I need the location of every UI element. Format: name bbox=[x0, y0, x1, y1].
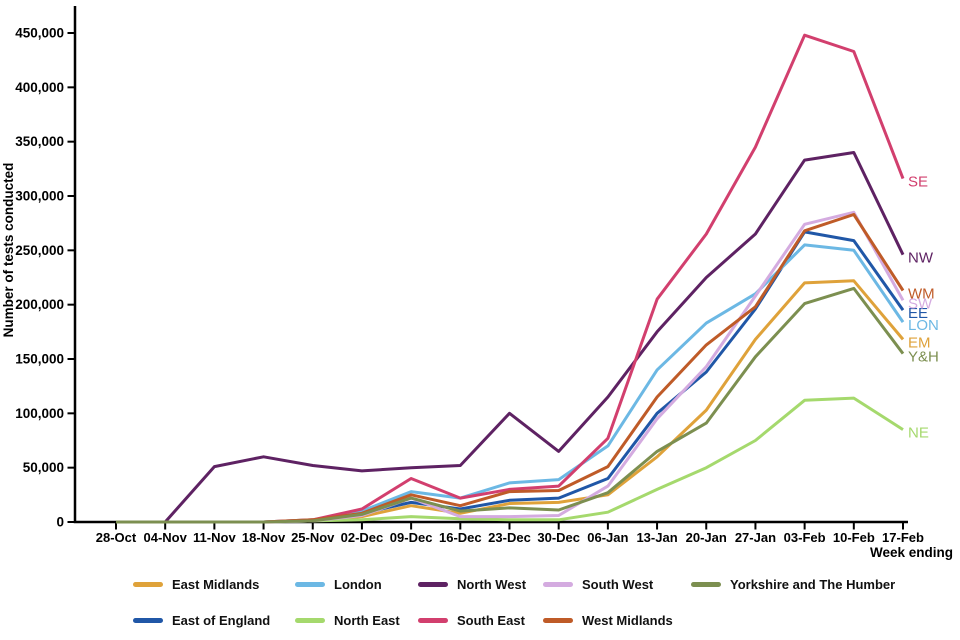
x-tick-label: 04-Nov bbox=[144, 530, 188, 545]
y-tick-label: 0 bbox=[56, 515, 64, 530]
x-tick-label: 30-Dec bbox=[537, 530, 580, 545]
series-end-label-ne: NE bbox=[908, 425, 929, 442]
series-end-label-lon: LON bbox=[908, 317, 939, 334]
x-tick-label: 25-Nov bbox=[291, 530, 335, 545]
y-tick-label: 50,000 bbox=[23, 460, 64, 475]
series-end-label-nw: NW bbox=[908, 250, 934, 267]
series-end-label-wm: WM bbox=[908, 286, 935, 303]
x-tick-label: 09-Dec bbox=[390, 530, 433, 545]
x-tick-label: 17-Feb bbox=[882, 530, 924, 545]
x-tick-label: 23-Dec bbox=[488, 530, 531, 545]
x-tick-label: 18-Nov bbox=[242, 530, 286, 545]
x-tick-label: 13-Jan bbox=[636, 530, 677, 545]
y-tick-label: 200,000 bbox=[15, 297, 64, 312]
series-line-yandh bbox=[116, 286, 905, 524]
y-axis-title: Number of tests conducted bbox=[1, 163, 16, 338]
series-line-em bbox=[116, 279, 905, 524]
x-tick-label: 28-Oct bbox=[96, 530, 137, 545]
series-line-wm bbox=[116, 213, 905, 524]
x-tick-label: 11-Nov bbox=[193, 530, 236, 545]
series-line-se bbox=[116, 33, 905, 524]
y-tick-label: 450,000 bbox=[15, 26, 64, 41]
x-tick-label: 06-Jan bbox=[587, 530, 628, 545]
y-tick-label: 350,000 bbox=[15, 134, 64, 149]
x-tick-label: 03-Feb bbox=[784, 530, 826, 545]
x-tick-label: 16-Dec bbox=[439, 530, 482, 545]
y-tick-label: 250,000 bbox=[15, 243, 64, 258]
series-line-lon bbox=[116, 243, 905, 524]
series-line-ee bbox=[116, 230, 905, 524]
y-tick-label: 150,000 bbox=[15, 352, 64, 367]
series-line-nw bbox=[116, 151, 905, 524]
x-tick-label: 02-Dec bbox=[341, 530, 384, 545]
x-tick-label: 20-Jan bbox=[686, 530, 727, 545]
series-end-label-ee: EE bbox=[908, 305, 928, 322]
x-axis-title: Week ending bbox=[870, 545, 953, 560]
x-tick-label: 10-Feb bbox=[833, 530, 875, 545]
series-end-label-se: SE bbox=[908, 174, 928, 191]
y-tick-label: 100,000 bbox=[15, 406, 64, 421]
series-end-label-yandh: Y&H bbox=[908, 349, 939, 366]
series-end-label-em: EM bbox=[908, 334, 931, 351]
x-tick-label: 27-Jan bbox=[735, 530, 776, 545]
y-tick-label: 300,000 bbox=[15, 189, 64, 204]
series-end-label-sw: SW bbox=[908, 295, 933, 312]
y-tick-label: 400,000 bbox=[15, 80, 64, 95]
